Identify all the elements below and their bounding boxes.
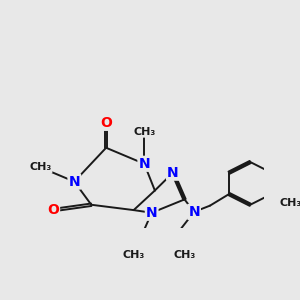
Text: CH₃: CH₃ [122,250,145,260]
Text: N: N [68,175,80,189]
Text: N: N [138,157,150,171]
Text: CH₃: CH₃ [279,198,300,208]
Text: CH₃: CH₃ [133,127,155,137]
Text: CH₃: CH₃ [173,250,196,260]
Text: O: O [47,203,59,217]
Text: O: O [100,116,112,130]
Text: N: N [167,166,179,180]
Text: N: N [188,205,200,219]
Text: N: N [146,206,158,220]
Text: CH₃: CH₃ [29,162,52,172]
